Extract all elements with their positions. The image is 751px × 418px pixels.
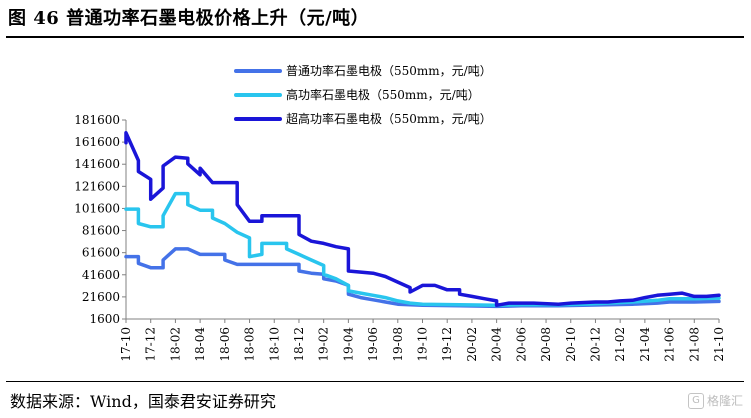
x-tick-label: 20-12 [588, 327, 602, 362]
y-tick-label: 1600 [89, 312, 120, 326]
x-tick-label: 19-08 [391, 327, 405, 362]
y-tick-label: 21600 [82, 290, 120, 304]
x-tick-label: 17-10 [119, 327, 133, 362]
y-tick-label: 141600 [74, 157, 120, 171]
x-tick-label: 18-02 [168, 327, 182, 362]
watermark: G 格隆汇 [687, 392, 743, 409]
x-tick-label: 19-12 [440, 327, 454, 362]
x-tick-label: 21-10 [712, 327, 726, 362]
x-tick-label: 21-04 [638, 327, 652, 362]
series-line-1 [124, 247, 721, 309]
x-tick-label: 18-04 [193, 327, 207, 362]
chart-legend: 普通功率石墨电极（550mm，元/吨） 高功率石墨电极（550mm，元/吨） 超高功… [234, 63, 492, 126]
x-tick-label: 18-08 [243, 327, 257, 362]
series-line-3 [124, 131, 721, 308]
x-tick-label: 19-02 [317, 327, 331, 362]
title-rule [6, 36, 744, 38]
y-tick-label: 61600 [82, 246, 120, 260]
y-tick-label: 41600 [82, 268, 120, 282]
x-tick-label: 21-06 [663, 327, 677, 362]
series-line-2 [124, 191, 721, 308]
x-tick-label: 18-10 [267, 327, 281, 362]
series-lines [124, 131, 721, 309]
x-tick-label: 18-06 [218, 327, 232, 362]
legend-label-2: 高功率石墨电极（550mm，元/吨） [286, 87, 480, 102]
y-tick-label: 121600 [74, 179, 120, 193]
y-axis: 1600 21600 41600 61600 81600 101600 121600 1416… [74, 113, 127, 326]
x-axis: 17-10 17-12 18-02 18-04 18-06 18-08 18-10 18-12… [119, 318, 726, 362]
footer-rule [6, 381, 744, 382]
figure-title: 图 46 普通功率石墨电极价格上升（元/吨） [8, 8, 370, 29]
x-tick-label: 20-08 [539, 327, 553, 362]
y-tick-label: 181600 [74, 113, 120, 127]
x-tick-label: 20-02 [465, 327, 479, 362]
watermark-text: 格隆汇 [706, 394, 743, 408]
x-tick-label: 17-12 [144, 327, 158, 362]
x-tick-label: 20-04 [490, 327, 504, 362]
x-tick-label: 19-06 [366, 327, 380, 362]
y-tick-label: 161600 [74, 135, 120, 149]
x-tick-label: 19-10 [416, 327, 430, 362]
watermark-logo-icon: G [687, 392, 704, 409]
x-tick-label: 20-10 [564, 327, 578, 362]
x-tick-label: 20-06 [514, 327, 528, 362]
data-source: 数据来源：Wind，国泰君安证券研究 [10, 392, 276, 411]
legend-label-1: 普通功率石墨电极（550mm，元/吨） [286, 63, 492, 78]
x-tick-label: 19-04 [341, 327, 355, 362]
x-tick-label: 21-02 [613, 327, 627, 362]
y-tick-label: 101600 [74, 201, 120, 215]
x-tick-label: 18-12 [292, 327, 306, 362]
y-tick-label: 81600 [82, 224, 120, 238]
legend-label-3: 超高功率石墨电极（550mm，元/吨） [286, 111, 492, 126]
line-chart: 普通功率石墨电极（550mm，元/吨） 高功率石墨电极（550mm，元/吨） 超高功… [74, 63, 726, 362]
x-tick-label: 21-08 [687, 327, 701, 362]
